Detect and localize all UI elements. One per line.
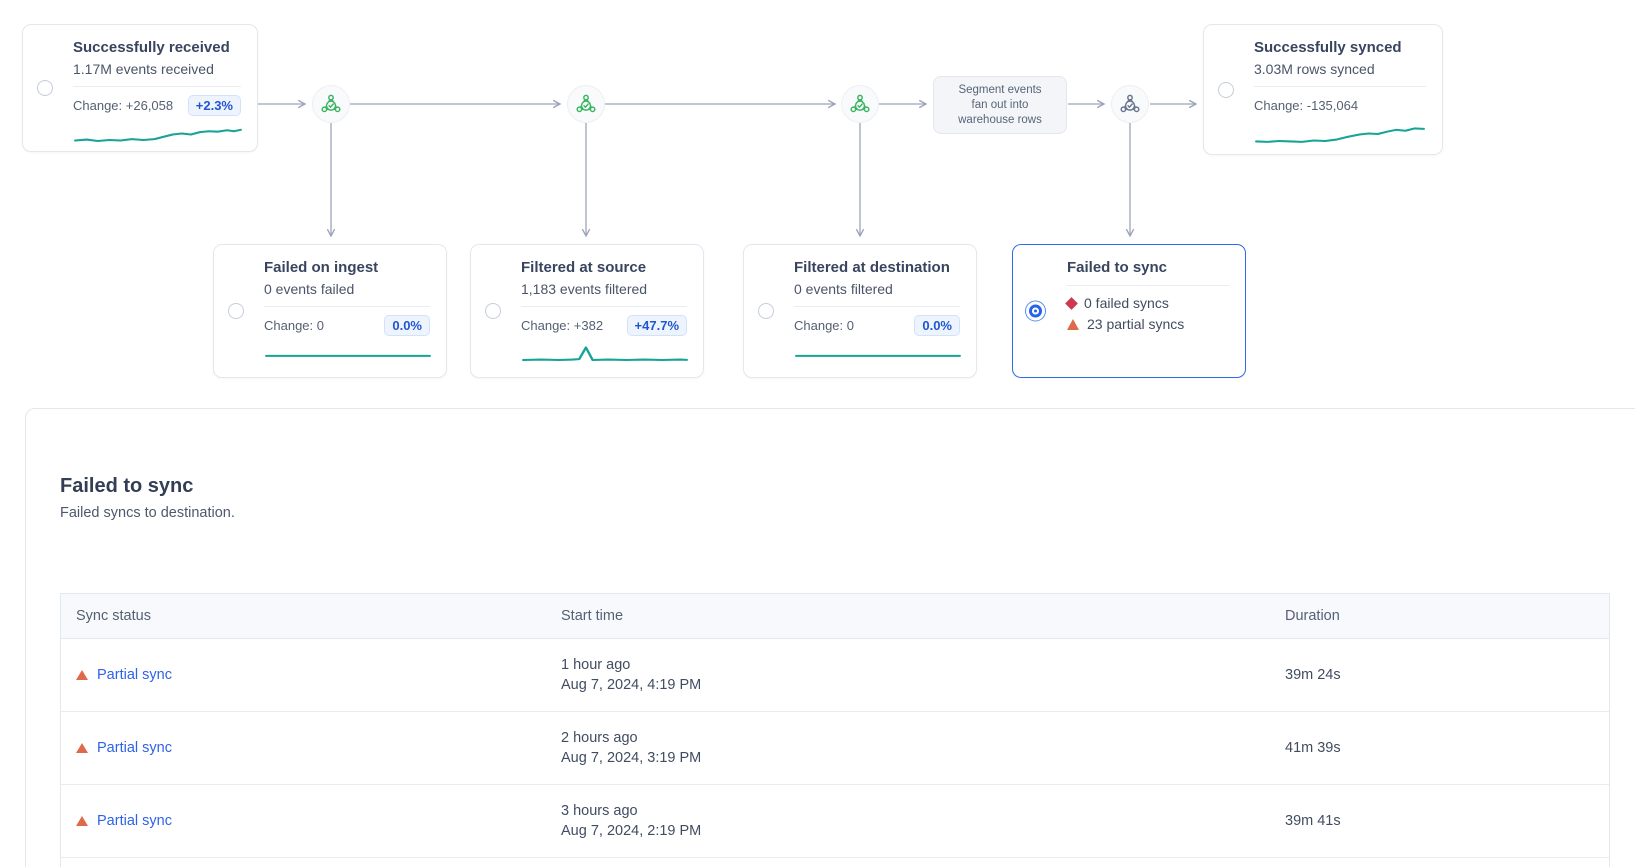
duration-value: 41m 39s <box>1285 740 1341 756</box>
change-badge: 0.0% <box>914 314 960 336</box>
card-title: Successfully received <box>73 39 230 56</box>
pipeline-step-node <box>567 85 605 123</box>
change-label: Change: +26,058 <box>73 97 174 113</box>
radio-failed-on-ingest[interactable] <box>228 303 244 319</box>
warning-triangle-icon <box>76 743 88 753</box>
warning-triangle-icon <box>76 816 88 826</box>
card-title: Filtered at destination <box>794 259 950 276</box>
duration-cell: 39m 41s <box>1285 813 1609 829</box>
duration-cell: 39m 24s <box>1285 667 1609 683</box>
metric-card-successfully-synced[interactable]: Successfully synced 3.03M rows synced Ch… <box>1203 24 1443 155</box>
change-badge: +2.3% <box>187 94 241 116</box>
card-title: Filtered at source <box>521 259 647 276</box>
pipeline-step-node <box>841 85 879 123</box>
metric-card-failed-to-sync[interactable]: Failed to sync 0 failed syncs 23 partial… <box>1012 244 1246 378</box>
duration-value: 39m 41s <box>1285 813 1341 829</box>
divider <box>73 86 241 87</box>
triangle-icon <box>1067 319 1079 330</box>
partial-syncs-stat: 23 partial syncs <box>1067 314 1229 335</box>
metric-card-filtered-at-source[interactable]: Filtered at source 1,183 events filtered… <box>470 244 704 378</box>
partial-sync-link[interactable]: Partial sync <box>97 667 172 683</box>
card-subtitle: 1.17M events received <box>73 61 214 77</box>
sparkline-chart <box>74 128 242 142</box>
column-header-duration: Duration <box>1285 608 1340 624</box>
table-row: Partial sync 2 hours ago Aug 7, 2024, 3:… <box>61 712 1609 785</box>
metric-card-filtered-at-destination[interactable]: Filtered at destination 0 events filtere… <box>743 244 977 378</box>
column-header-sync-status: Sync status <box>76 608 151 624</box>
relative-time: 3 hours ago <box>561 803 638 819</box>
sync-status-cell: Partial sync <box>61 667 561 683</box>
pipeline-step-node <box>312 85 350 123</box>
sync-status-cell: Partial sync <box>61 740 561 756</box>
note-line: fan out into <box>971 98 1029 111</box>
change-label: Change: -135,064 <box>1254 97 1359 113</box>
card-subtitle: 1,183 events filtered <box>521 281 648 297</box>
radio-successfully-received[interactable] <box>37 80 53 96</box>
datetime: Aug 7, 2024, 2:19 PM <box>561 823 702 839</box>
stat-label: 23 partial syncs <box>1087 316 1185 332</box>
radio-failed-to-sync-selected[interactable] <box>1025 300 1046 322</box>
sync-table: Sync status Start time Duration Partial … <box>60 593 1610 867</box>
sync-table-header: Sync status Start time Duration <box>61 594 1609 639</box>
card-title: Failed on ingest <box>264 259 379 276</box>
duration-cell: 41m 39s <box>1285 740 1609 756</box>
note-line: Segment events <box>958 83 1042 96</box>
card-subtitle: 3.03M rows synced <box>1254 61 1375 77</box>
divider <box>1067 285 1229 286</box>
divider <box>794 306 960 307</box>
start-time-cell: 2 hours ago Aug 7, 2024, 3:19 PM <box>561 728 1285 768</box>
failed-syncs-stat: 0 failed syncs <box>1065 293 1229 314</box>
metric-card-successfully-received[interactable]: Successfully received 1.17M events recei… <box>22 24 258 152</box>
datetime: Aug 7, 2024, 4:19 PM <box>561 677 702 693</box>
table-next-row-clipped <box>61 858 1609 867</box>
divider <box>264 306 430 307</box>
stat-label: 0 failed syncs <box>1084 295 1169 311</box>
panel-title: Failed to sync <box>60 475 194 497</box>
network-check-icon <box>850 94 870 113</box>
start-time-cell: 3 hours ago Aug 7, 2024, 2:19 PM <box>561 801 1285 841</box>
table-row: Partial sync 3 hours ago Aug 7, 2024, 2:… <box>61 785 1609 858</box>
diamond-icon <box>1065 297 1078 310</box>
radio-filtered-at-destination[interactable] <box>758 303 774 319</box>
pipeline-step-node-warehouse <box>1111 85 1149 123</box>
change-badge: +47.7% <box>626 314 687 336</box>
divider <box>521 306 687 307</box>
duration-value: 39m 24s <box>1285 667 1341 683</box>
sparkline-chart <box>1255 127 1425 143</box>
network-check-icon <box>576 94 596 113</box>
change-badge: 0.0% <box>384 314 430 336</box>
metric-card-failed-on-ingest[interactable]: Failed on ingest 0 events failed Change:… <box>213 244 447 378</box>
sync-status-cell: Partial sync <box>61 813 561 829</box>
partial-sync-link[interactable]: Partial sync <box>97 740 172 756</box>
column-header-start-time: Start time <box>561 608 624 624</box>
relative-time: 2 hours ago <box>561 730 638 746</box>
network-check-icon <box>1120 94 1140 113</box>
radio-filtered-at-source[interactable] <box>485 303 501 319</box>
change-label: Change: 0 <box>264 317 324 333</box>
panel-subtitle: Failed syncs to destination. <box>60 505 235 521</box>
partial-sync-link[interactable]: Partial sync <box>97 813 172 829</box>
network-check-icon <box>321 94 341 113</box>
table-row: Partial sync 1 hour ago Aug 7, 2024, 4:1… <box>61 639 1609 712</box>
fan-out-note: Segment events fan out into warehouse ro… <box>933 76 1067 134</box>
failed-to-sync-panel: Failed to sync Failed syncs to destinati… <box>25 408 1635 867</box>
card-title: Successfully synced <box>1254 39 1402 56</box>
card-title: Failed to sync <box>1067 259 1168 276</box>
radio-successfully-synced[interactable] <box>1218 81 1234 98</box>
card-subtitle: 0 events filtered <box>794 281 893 297</box>
divider <box>1254 86 1426 87</box>
sparkline-chart <box>795 354 961 357</box>
sparkline-chart <box>522 346 688 362</box>
start-time-cell: 1 hour ago Aug 7, 2024, 4:19 PM <box>561 655 1285 695</box>
datetime: Aug 7, 2024, 3:19 PM <box>561 750 702 766</box>
warning-triangle-icon <box>76 670 88 680</box>
sparkline-chart <box>265 354 431 357</box>
change-label: Change: 0 <box>794 317 854 333</box>
card-subtitle: 0 events failed <box>264 281 355 297</box>
sync-table-body: Partial sync 1 hour ago Aug 7, 2024, 4:1… <box>61 639 1609 858</box>
relative-time: 1 hour ago <box>561 657 631 673</box>
change-label: Change: +382 <box>521 317 604 333</box>
note-line: warehouse rows <box>958 113 1042 126</box>
